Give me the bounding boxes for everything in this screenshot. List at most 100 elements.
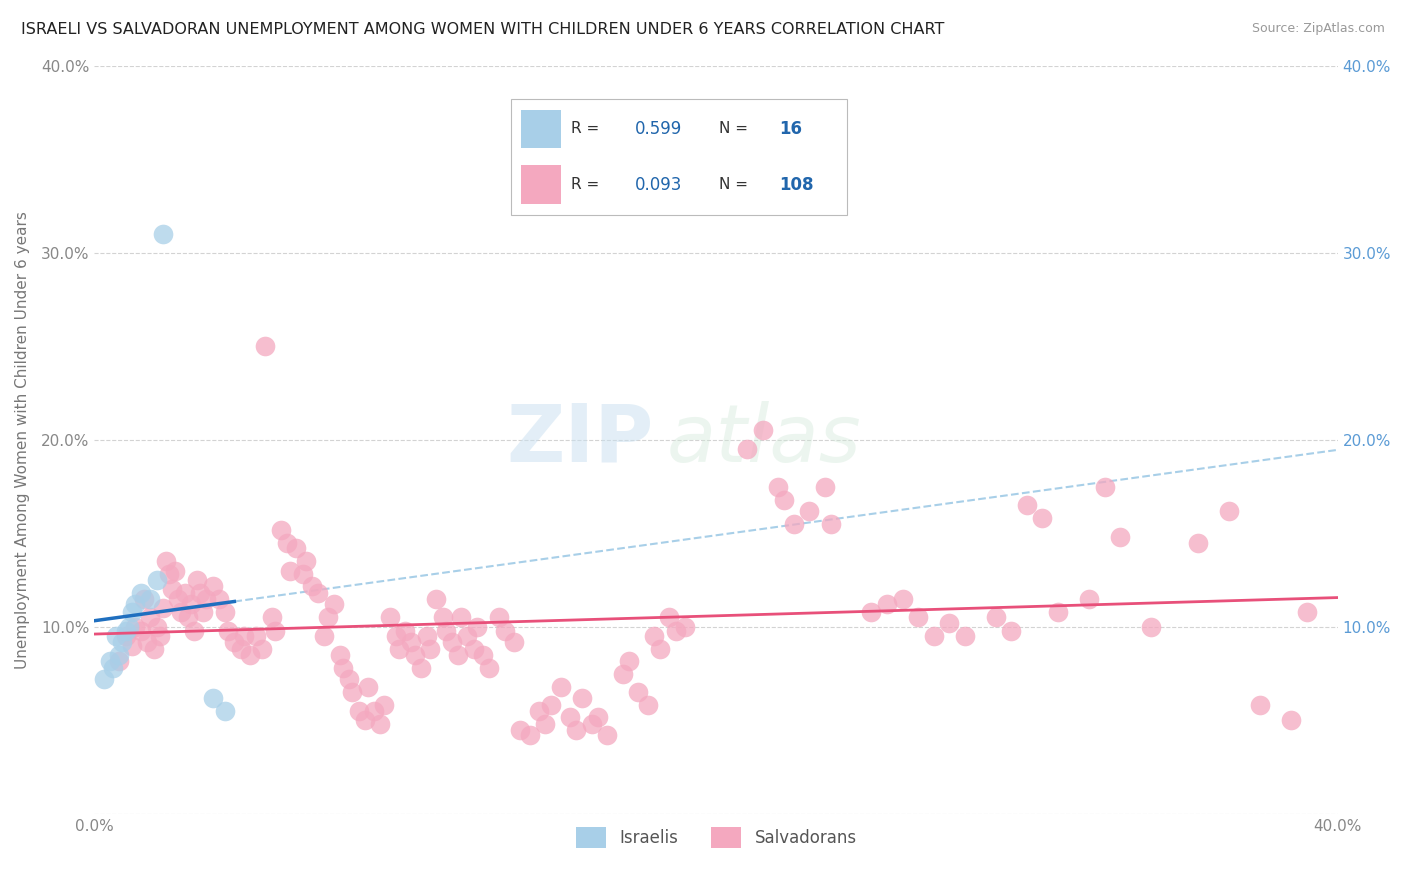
Point bbox=[201, 690, 224, 705]
Point bbox=[263, 624, 285, 638]
Point bbox=[124, 620, 146, 634]
Text: atlas: atlas bbox=[666, 401, 860, 479]
Point bbox=[155, 554, 177, 568]
Point bbox=[463, 642, 485, 657]
Point bbox=[1015, 498, 1038, 512]
Point bbox=[735, 442, 758, 456]
Point bbox=[142, 642, 165, 657]
Point bbox=[121, 639, 143, 653]
Point bbox=[571, 690, 593, 705]
Point bbox=[465, 620, 488, 634]
Point bbox=[799, 504, 821, 518]
Point bbox=[342, 685, 364, 699]
Point bbox=[195, 591, 218, 606]
Point bbox=[322, 598, 344, 612]
Point bbox=[860, 605, 883, 619]
Point bbox=[1187, 535, 1209, 549]
Point bbox=[425, 591, 447, 606]
Point bbox=[519, 728, 541, 742]
Point bbox=[252, 642, 274, 657]
Point bbox=[129, 586, 152, 600]
Point bbox=[773, 492, 796, 507]
Point bbox=[224, 635, 246, 649]
Point bbox=[814, 479, 837, 493]
Point bbox=[1218, 504, 1240, 518]
Point bbox=[214, 605, 236, 619]
Point bbox=[193, 605, 215, 619]
Point bbox=[254, 339, 277, 353]
Point bbox=[1279, 714, 1302, 728]
Point bbox=[643, 629, 665, 643]
Point bbox=[509, 723, 531, 737]
Point bbox=[167, 591, 190, 606]
Point bbox=[404, 648, 426, 662]
Point bbox=[596, 728, 619, 742]
Point bbox=[665, 624, 688, 638]
Point bbox=[373, 698, 395, 713]
Point bbox=[160, 582, 183, 597]
Point bbox=[363, 704, 385, 718]
Point bbox=[409, 661, 432, 675]
Point bbox=[1000, 624, 1022, 638]
Point bbox=[648, 642, 671, 657]
Point bbox=[820, 516, 842, 531]
Point bbox=[1031, 511, 1053, 525]
Point bbox=[329, 648, 352, 662]
Point bbox=[534, 717, 557, 731]
Point bbox=[922, 629, 945, 643]
Point bbox=[938, 616, 960, 631]
Point bbox=[152, 227, 174, 241]
Point bbox=[673, 620, 696, 634]
Point bbox=[617, 653, 640, 667]
Point bbox=[98, 653, 121, 667]
Point bbox=[876, 598, 898, 612]
Point bbox=[180, 598, 202, 612]
Y-axis label: Unemployment Among Women with Children Under 6 years: Unemployment Among Women with Children U… bbox=[15, 211, 30, 669]
Point bbox=[612, 666, 634, 681]
Point bbox=[586, 709, 609, 723]
Point bbox=[540, 698, 562, 713]
Point bbox=[114, 624, 136, 638]
Point bbox=[953, 629, 976, 643]
Point bbox=[385, 629, 408, 643]
Point bbox=[370, 717, 392, 731]
Point bbox=[447, 648, 470, 662]
Point bbox=[124, 598, 146, 612]
Point bbox=[214, 704, 236, 718]
Point bbox=[285, 541, 308, 556]
Point bbox=[186, 573, 208, 587]
Point bbox=[456, 629, 478, 643]
Point bbox=[378, 610, 401, 624]
Point bbox=[188, 586, 211, 600]
Point bbox=[301, 579, 323, 593]
Point bbox=[558, 709, 581, 723]
Point bbox=[260, 610, 283, 624]
Point bbox=[118, 620, 141, 634]
Point bbox=[201, 579, 224, 593]
Point bbox=[766, 479, 789, 493]
Point bbox=[627, 685, 650, 699]
Point bbox=[139, 610, 162, 624]
Point bbox=[165, 564, 187, 578]
Point bbox=[1295, 605, 1317, 619]
Point bbox=[208, 591, 231, 606]
Point bbox=[270, 523, 292, 537]
Point bbox=[1109, 530, 1132, 544]
Point bbox=[357, 680, 380, 694]
Point bbox=[332, 661, 354, 675]
Point bbox=[565, 723, 588, 737]
Point bbox=[177, 610, 200, 624]
Point bbox=[907, 610, 929, 624]
Point bbox=[416, 629, 439, 643]
Point bbox=[145, 620, 167, 634]
Point bbox=[1094, 479, 1116, 493]
Point bbox=[658, 610, 681, 624]
Point bbox=[751, 424, 773, 438]
Point bbox=[1249, 698, 1271, 713]
Point bbox=[1078, 591, 1101, 606]
Text: ISRAELI VS SALVADORAN UNEMPLOYMENT AMONG WOMEN WITH CHILDREN UNDER 6 YEARS CORRE: ISRAELI VS SALVADORAN UNEMPLOYMENT AMONG… bbox=[21, 22, 945, 37]
Point bbox=[394, 624, 416, 638]
Point bbox=[527, 704, 550, 718]
Point bbox=[229, 642, 252, 657]
Point bbox=[276, 535, 298, 549]
